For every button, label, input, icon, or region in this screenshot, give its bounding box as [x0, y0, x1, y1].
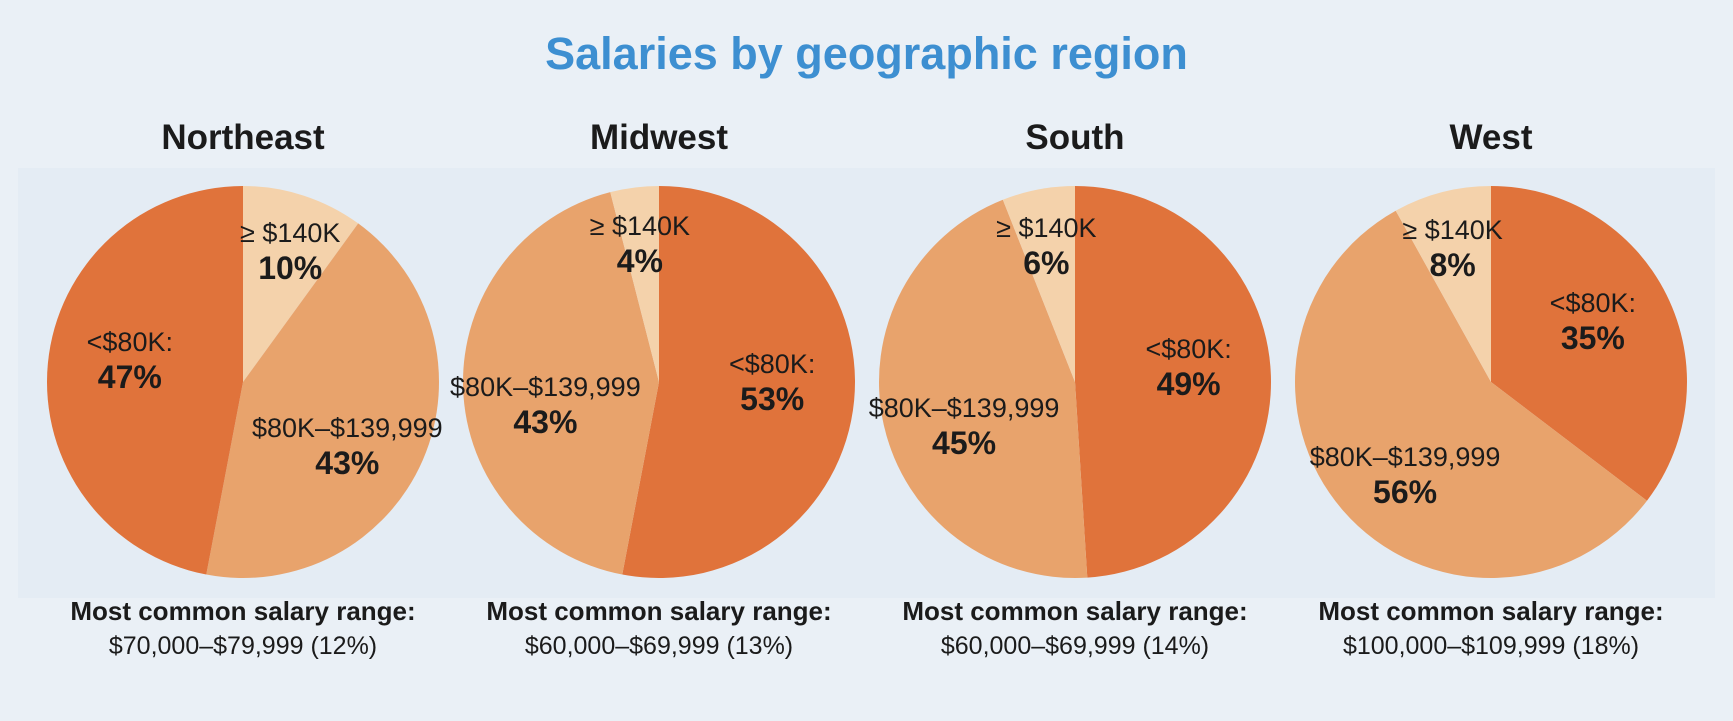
most-common-range: $100,000–$109,999 (18%)	[1342, 632, 1640, 660]
slice-value-label: 35%	[1560, 319, 1625, 356]
region-title: Midwest	[589, 118, 729, 157]
most-common-heading: Most common salary range:	[902, 596, 1248, 626]
slice-value-label: 8%	[1429, 247, 1476, 284]
slice-label-ge140k: ≥ $140K 8%	[1402, 214, 1502, 284]
slice-value-label: 43%	[513, 403, 578, 440]
slice-value-label: 49%	[1156, 366, 1221, 403]
slice-category-label: <$80K:	[1145, 334, 1232, 365]
pie-midwest	[463, 186, 856, 578]
slice-category-label: $80K–$139,999	[1309, 442, 1501, 473]
pie-slice-lt80k	[622, 186, 856, 578]
pie-slice-mid	[206, 223, 439, 578]
pie-south	[879, 186, 1272, 579]
slice-label-ge140k: ≥ $140K 4%	[590, 210, 690, 280]
slice-label-lt80k: <$80K: 47%	[87, 326, 173, 396]
pie-slice-lt80k	[47, 186, 244, 575]
most-common-heading: Most common salary range:	[486, 596, 832, 626]
slice-value-label: 45%	[932, 424, 997, 461]
slice-label-mid: $80K–$139,999 56%	[1310, 441, 1501, 511]
slice-category-label: ≥ $140K	[996, 212, 1097, 243]
slice-category-label: <$80K:	[86, 327, 173, 358]
slice-category-label: ≥ $140K	[1402, 215, 1503, 246]
pie-slice-ge140k	[243, 186, 359, 382]
slice-label-lt80k: <$80K: 49%	[1145, 333, 1231, 403]
slice-value-label: 4%	[616, 243, 663, 280]
pie-slice-mid	[879, 199, 1088, 579]
pie-panel-northeast: Northeast ≥ $140K 10% $80K–$139,999 43% <$80K…	[33, 0, 453, 721]
pie-slice-lt80k	[1491, 186, 1687, 501]
pie-northeast	[47, 186, 439, 578]
pie-panel-south: South <$80K: 49% $80K–$139,999 45% ≥ $140K 6% M…	[865, 0, 1285, 721]
most-common-salary: Most common salary range: $60,000–$69,999…	[855, 594, 1295, 664]
chart-title: Salaries by geographic region	[545, 28, 1188, 79]
slice-value-label: 10%	[258, 249, 323, 286]
slice-category-label: $80K–$139,999	[450, 371, 641, 402]
slice-category-label: <$80K:	[1549, 287, 1637, 318]
most-common-heading: Most common salary range:	[70, 596, 416, 626]
slice-value-label: 47%	[97, 359, 162, 396]
slice-category-label: ≥ $140K	[240, 217, 341, 248]
slice-label-mid: $80K–$139,999 43%	[252, 412, 443, 482]
pie-panel-west: West <$80K: 35% $80K–$139,999 56% ≥ $140K 8% Mo…	[1281, 0, 1701, 721]
most-common-range: $60,000–$69,999 (14%)	[940, 632, 1210, 660]
slice-category-label: $80K–$139,999	[868, 392, 1060, 423]
most-common-range: $70,000–$79,999 (12%)	[108, 632, 378, 660]
slice-value-label: 43%	[315, 445, 380, 482]
region-title: Northeast	[161, 118, 325, 157]
slice-label-mid: $80K–$139,999 43%	[450, 371, 641, 441]
slice-value-label: 53%	[740, 380, 805, 417]
slice-label-lt80k: <$80K: 53%	[729, 348, 815, 418]
pie-panel-midwest: Midwest <$80K: 53% $80K–$139,999 43% ≥ $140K 4…	[449, 0, 869, 721]
pie-slice-ge140k	[610, 186, 659, 382]
slice-label-lt80k: <$80K: 35%	[1550, 287, 1636, 357]
slice-label-ge140k: ≥ $140K 10%	[240, 217, 340, 287]
pie-west	[1295, 186, 1687, 578]
pie-slice-lt80k	[1075, 186, 1272, 578]
most-common-salary: Most common salary range: $100,000–$109,9…	[1271, 594, 1711, 664]
slice-label-mid: $80K–$139,999 45%	[869, 392, 1060, 462]
most-common-range: $60,000–$69,999 (13%)	[524, 632, 794, 660]
most-common-salary: Most common salary range: $60,000–$69,999…	[439, 594, 879, 664]
pie-slice-mid	[1295, 210, 1647, 578]
pie-slice-ge140k	[1002, 186, 1075, 382]
most-common-heading: Most common salary range:	[1318, 596, 1664, 626]
slice-value-label: 56%	[1373, 474, 1438, 511]
slice-category-label: <$80K:	[729, 348, 816, 379]
region-title: South	[1025, 118, 1125, 157]
slice-category-label: ≥ $140K	[589, 211, 691, 242]
slice-category-label: $80K–$139,999	[251, 413, 443, 444]
most-common-salary: Most common salary range: $70,000–$79,999…	[23, 594, 463, 664]
region-title: West	[1449, 118, 1533, 157]
pie-slice-mid	[463, 192, 659, 575]
slice-value-label: 6%	[1023, 244, 1070, 281]
pie-slice-ge140k	[1395, 186, 1491, 382]
slice-label-ge140k: ≥ $140K 6%	[996, 212, 1096, 282]
